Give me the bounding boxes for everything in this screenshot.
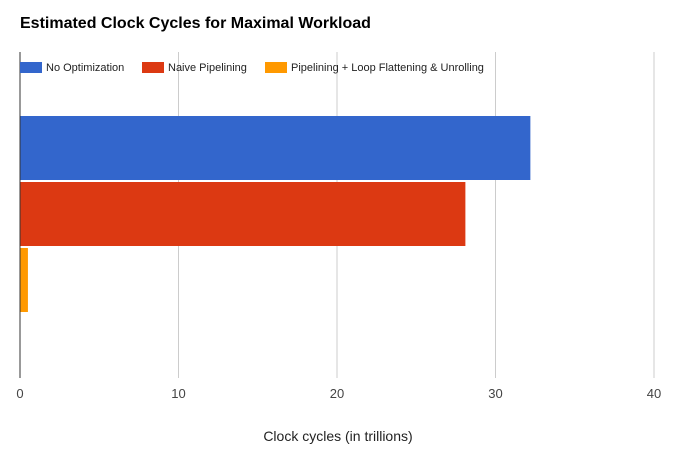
legend-label: Pipelining + Loop Flattening & Unrolling: [291, 62, 484, 74]
legend: No Optimization Naive Pipelining Pipelinin…: [20, 62, 484, 74]
x-axis: 0 10 20 30 40: [16, 52, 661, 401]
legend-swatch: [265, 62, 287, 73]
x-tick-label: 40: [647, 386, 661, 401]
x-tick-label: 10: [171, 386, 185, 401]
legend-swatch: [20, 62, 42, 73]
bars: [20, 116, 531, 312]
legend-label: Naive Pipelining: [168, 62, 247, 74]
legend-swatch: [142, 62, 164, 73]
x-axis-title: Clock cycles (in trillions): [263, 428, 412, 444]
legend-item: No Optimization: [20, 62, 124, 74]
x-tick-label: 20: [330, 386, 344, 401]
legend-item: Pipelining + Loop Flattening & Unrolling: [265, 62, 484, 74]
bar-2: [20, 182, 466, 246]
x-tick-label: 30: [488, 386, 502, 401]
bar-3: [20, 248, 28, 312]
legend-item: Naive Pipelining: [142, 62, 247, 74]
bar-1: [20, 116, 531, 180]
chart-title: Estimated Clock Cycles for Maximal Workl…: [20, 15, 371, 32]
x-tick-label: 0: [16, 386, 23, 401]
legend-label: No Optimization: [46, 62, 124, 74]
